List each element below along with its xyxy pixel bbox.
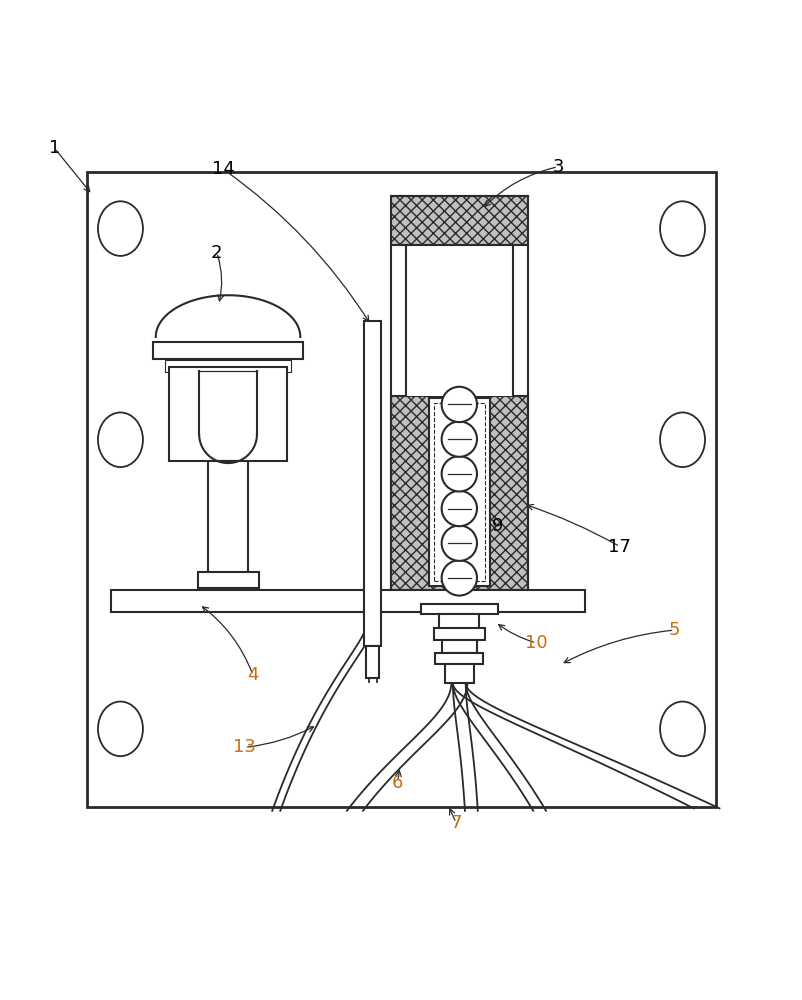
Bar: [441, 640, 476, 653]
Bar: [208, 461, 248, 574]
Bar: [391, 396, 527, 590]
Bar: [435, 653, 483, 664]
Text: 13: 13: [233, 738, 256, 756]
Circle shape: [441, 560, 476, 596]
Bar: [433, 403, 484, 581]
Bar: [153, 342, 302, 359]
Bar: [168, 367, 287, 461]
Ellipse shape: [659, 702, 704, 756]
Bar: [433, 628, 484, 640]
Ellipse shape: [659, 201, 704, 256]
Bar: [111, 590, 584, 612]
Bar: [197, 572, 258, 588]
Bar: [428, 398, 489, 586]
Bar: [444, 664, 473, 683]
Ellipse shape: [98, 412, 143, 467]
Circle shape: [441, 526, 476, 561]
Bar: [366, 646, 379, 678]
Circle shape: [441, 491, 476, 526]
Bar: [405, 245, 512, 396]
Bar: [164, 360, 291, 372]
Text: 4: 4: [247, 666, 258, 684]
Bar: [391, 196, 527, 245]
Ellipse shape: [98, 201, 143, 256]
Text: 7: 7: [450, 814, 461, 832]
Circle shape: [441, 387, 476, 422]
Bar: [87, 172, 715, 807]
Bar: [439, 614, 479, 630]
Text: 1: 1: [49, 139, 60, 157]
Text: 6: 6: [391, 774, 403, 792]
Text: 14: 14: [212, 160, 234, 178]
Ellipse shape: [98, 702, 143, 756]
Circle shape: [441, 421, 476, 457]
Ellipse shape: [659, 412, 704, 467]
Text: 17: 17: [608, 538, 630, 556]
Bar: [363, 321, 381, 646]
Text: 5: 5: [668, 621, 679, 639]
Circle shape: [441, 456, 476, 491]
Text: 9: 9: [492, 517, 503, 535]
Text: 2: 2: [211, 244, 222, 262]
Text: 10: 10: [525, 634, 547, 652]
Text: 3: 3: [552, 158, 563, 176]
Bar: [420, 604, 497, 614]
